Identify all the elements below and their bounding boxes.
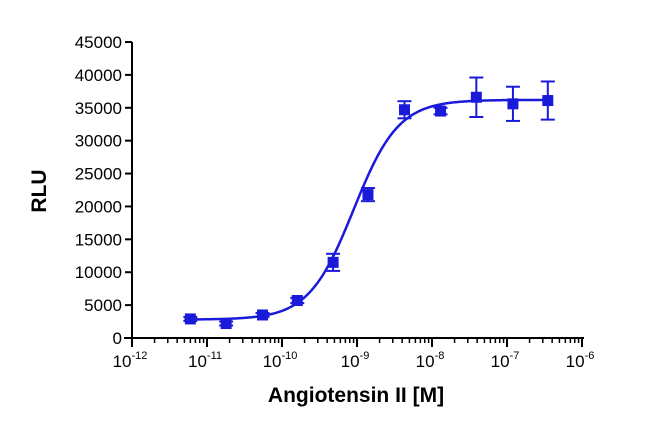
y-tick-label: 5000 — [84, 296, 122, 315]
data-marker — [542, 95, 554, 107]
x-tick-label: 10-12 — [113, 350, 148, 371]
y-tick-label: 10000 — [75, 263, 122, 282]
fit-curve — [184, 98, 548, 321]
data-marker — [507, 98, 519, 110]
data-marker — [327, 256, 339, 268]
x-tick-label: 10-11 — [188, 350, 222, 371]
x-tick-label: 10-9 — [341, 350, 370, 371]
plot-area — [183, 76, 555, 330]
data-point — [326, 252, 341, 272]
data-point — [469, 76, 484, 118]
data-point — [183, 313, 198, 325]
y-tick-label: 30000 — [75, 132, 122, 151]
y-tick-label: 25000 — [75, 165, 122, 184]
y-tick-label: 35000 — [75, 99, 122, 118]
data-point — [255, 309, 270, 321]
data-point — [433, 105, 448, 117]
data-marker — [399, 104, 411, 116]
data-point — [397, 100, 412, 120]
data-marker — [220, 318, 232, 330]
data-point — [505, 85, 520, 122]
x-axis: 10-12 10-11 10-10 10-9 10-8 10-7 10-6 — [113, 337, 595, 371]
data-marker — [362, 189, 374, 201]
data-point — [219, 318, 234, 330]
data-marker — [257, 309, 269, 321]
x-axis-title: Angiotensin II [M] — [268, 384, 444, 407]
y-tick-label: 40000 — [75, 66, 122, 85]
y-axis-title: RLU — [28, 169, 51, 212]
x-tick-label: 10-8 — [416, 350, 445, 371]
y-tick-label: 15000 — [75, 230, 122, 249]
data-marker — [470, 91, 482, 103]
x-tick-label: 10-10 — [263, 350, 298, 371]
y-tick-label: 0 — [113, 329, 122, 348]
y-axis: 0 5000 10000 15000 20000 25000 30000 35000 40000… — [75, 33, 133, 348]
y-tick-label: 20000 — [75, 197, 122, 216]
x-tick-label: 10-7 — [491, 350, 520, 371]
data-marker — [184, 313, 196, 325]
data-point — [360, 187, 375, 203]
data-marker — [291, 295, 303, 307]
data-marker — [435, 105, 447, 117]
y-tick-label: 45000 — [75, 33, 122, 52]
data-point — [540, 80, 555, 121]
x-tick-label: 10-6 — [566, 350, 595, 371]
data-point — [290, 295, 305, 307]
